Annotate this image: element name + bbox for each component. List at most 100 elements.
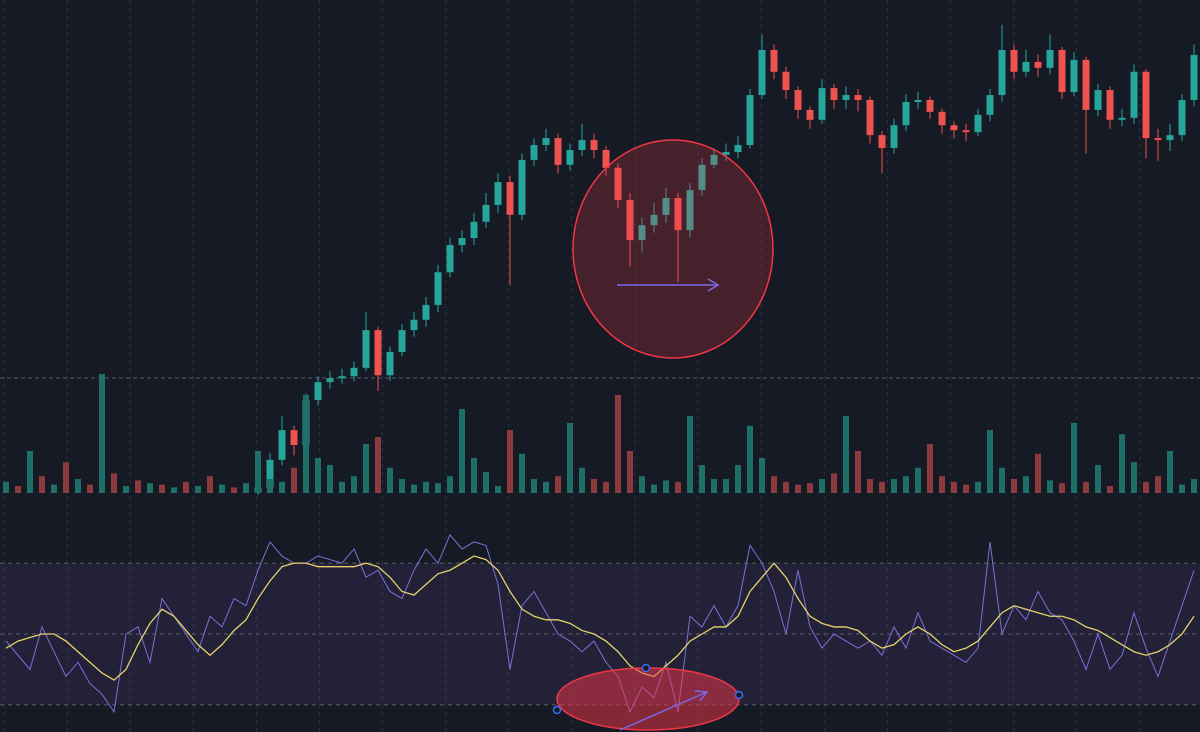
candle-body: [1154, 138, 1162, 141]
volume-bar: [195, 486, 201, 493]
volume-bar: [351, 476, 357, 493]
volume-bar: [327, 465, 333, 493]
candle-body: [938, 111, 946, 126]
handle: [552, 705, 562, 715]
volume-bar: [51, 484, 57, 493]
volume-bar: [1167, 451, 1173, 493]
volume-bar: [963, 484, 969, 493]
candle-body: [506, 182, 514, 215]
volume-bar: [543, 481, 549, 493]
volume-bar: [147, 483, 153, 493]
volume-bar: [399, 479, 405, 493]
candle-body: [1094, 90, 1102, 110]
candle-body: [1022, 61, 1030, 72]
volume-bar: [411, 484, 417, 493]
volume-bar: [243, 483, 249, 493]
candle-body: [674, 198, 682, 231]
candle-body: [386, 351, 394, 376]
volume-bar: [291, 467, 297, 493]
volume-bar: [1035, 453, 1041, 493]
candle-body: [434, 272, 442, 305]
volume-bar: [675, 481, 681, 493]
candle-body: [842, 95, 850, 100]
volume-bar: [999, 467, 1005, 493]
candle-body: [602, 149, 610, 168]
volume-bar: [567, 423, 573, 493]
candle-body: [518, 159, 526, 215]
volume-bar: [759, 458, 765, 493]
candle-body: [1058, 49, 1066, 93]
volume-bar: [1047, 480, 1053, 493]
candle-body: [1046, 49, 1054, 68]
candle-body: [590, 140, 598, 150]
volume-bar: [807, 483, 813, 493]
volume-bar: [39, 476, 45, 493]
volume-bar: [711, 479, 717, 493]
volume-bar: [1179, 484, 1185, 493]
volume-bar: [903, 476, 909, 493]
volume-bar: [1131, 462, 1137, 493]
volume-bar: [951, 481, 957, 493]
candle-body: [278, 430, 286, 460]
candle-body: [986, 95, 994, 115]
candle-body: [374, 330, 382, 376]
volume-bar: [87, 484, 93, 493]
volume-bar: [663, 480, 669, 493]
candle-body: [998, 49, 1006, 96]
candle-body: [770, 49, 778, 72]
volume-bar: [159, 484, 165, 493]
candle-body: [1166, 135, 1174, 141]
volume-bar: [27, 451, 33, 493]
volume-bar: [519, 453, 525, 493]
volume-bar: [231, 487, 237, 493]
candle-body: [1178, 99, 1186, 136]
candle-body: [1082, 59, 1090, 110]
candle-body: [854, 95, 862, 100]
volume-bar: [459, 409, 465, 493]
volume-bar: [1107, 486, 1113, 493]
candle-body: [266, 459, 274, 489]
line-series: [5, 555, 1195, 681]
candle-body: [554, 138, 562, 165]
volume-bar: [447, 476, 453, 493]
candle-body: [974, 114, 982, 133]
annotations: [552, 139, 774, 731]
volume-bar: [603, 481, 609, 493]
volume-bar: [975, 481, 981, 493]
candle-body: [614, 167, 622, 200]
volume-bar: [1191, 479, 1197, 493]
volume-bar: [891, 479, 897, 493]
candle-body: [1190, 54, 1198, 100]
volume-bar: [183, 481, 189, 493]
candle-body: [698, 164, 706, 191]
volume-bar: [135, 480, 141, 493]
volume-bar: [15, 486, 21, 493]
volume-bar: [483, 472, 489, 493]
candle-body: [578, 140, 586, 150]
highlight-ellipse: [556, 667, 740, 731]
candle-body: [530, 145, 538, 160]
volume-bar: [831, 473, 837, 493]
volume-bar: [1011, 479, 1017, 493]
line-series: [5, 533, 1195, 714]
volume-bar: [315, 458, 321, 493]
volume-bar: [1023, 476, 1029, 493]
candle-body: [482, 204, 490, 222]
candle-body: [830, 88, 838, 100]
candle-body: [314, 382, 322, 400]
volume-bar: [255, 451, 261, 493]
volume-bar: [471, 458, 477, 493]
candle-body: [734, 145, 742, 152]
arrow-head: [707, 278, 720, 292]
volume-bar: [615, 395, 621, 493]
candle-body: [350, 367, 358, 377]
volume-bar: [699, 465, 705, 493]
volume-bar: [783, 481, 789, 493]
volume-bar: [123, 486, 129, 493]
volume-bar: [867, 479, 873, 493]
volume-bar: [423, 481, 429, 493]
candle-body: [818, 88, 826, 120]
volume-bar: [375, 437, 381, 493]
